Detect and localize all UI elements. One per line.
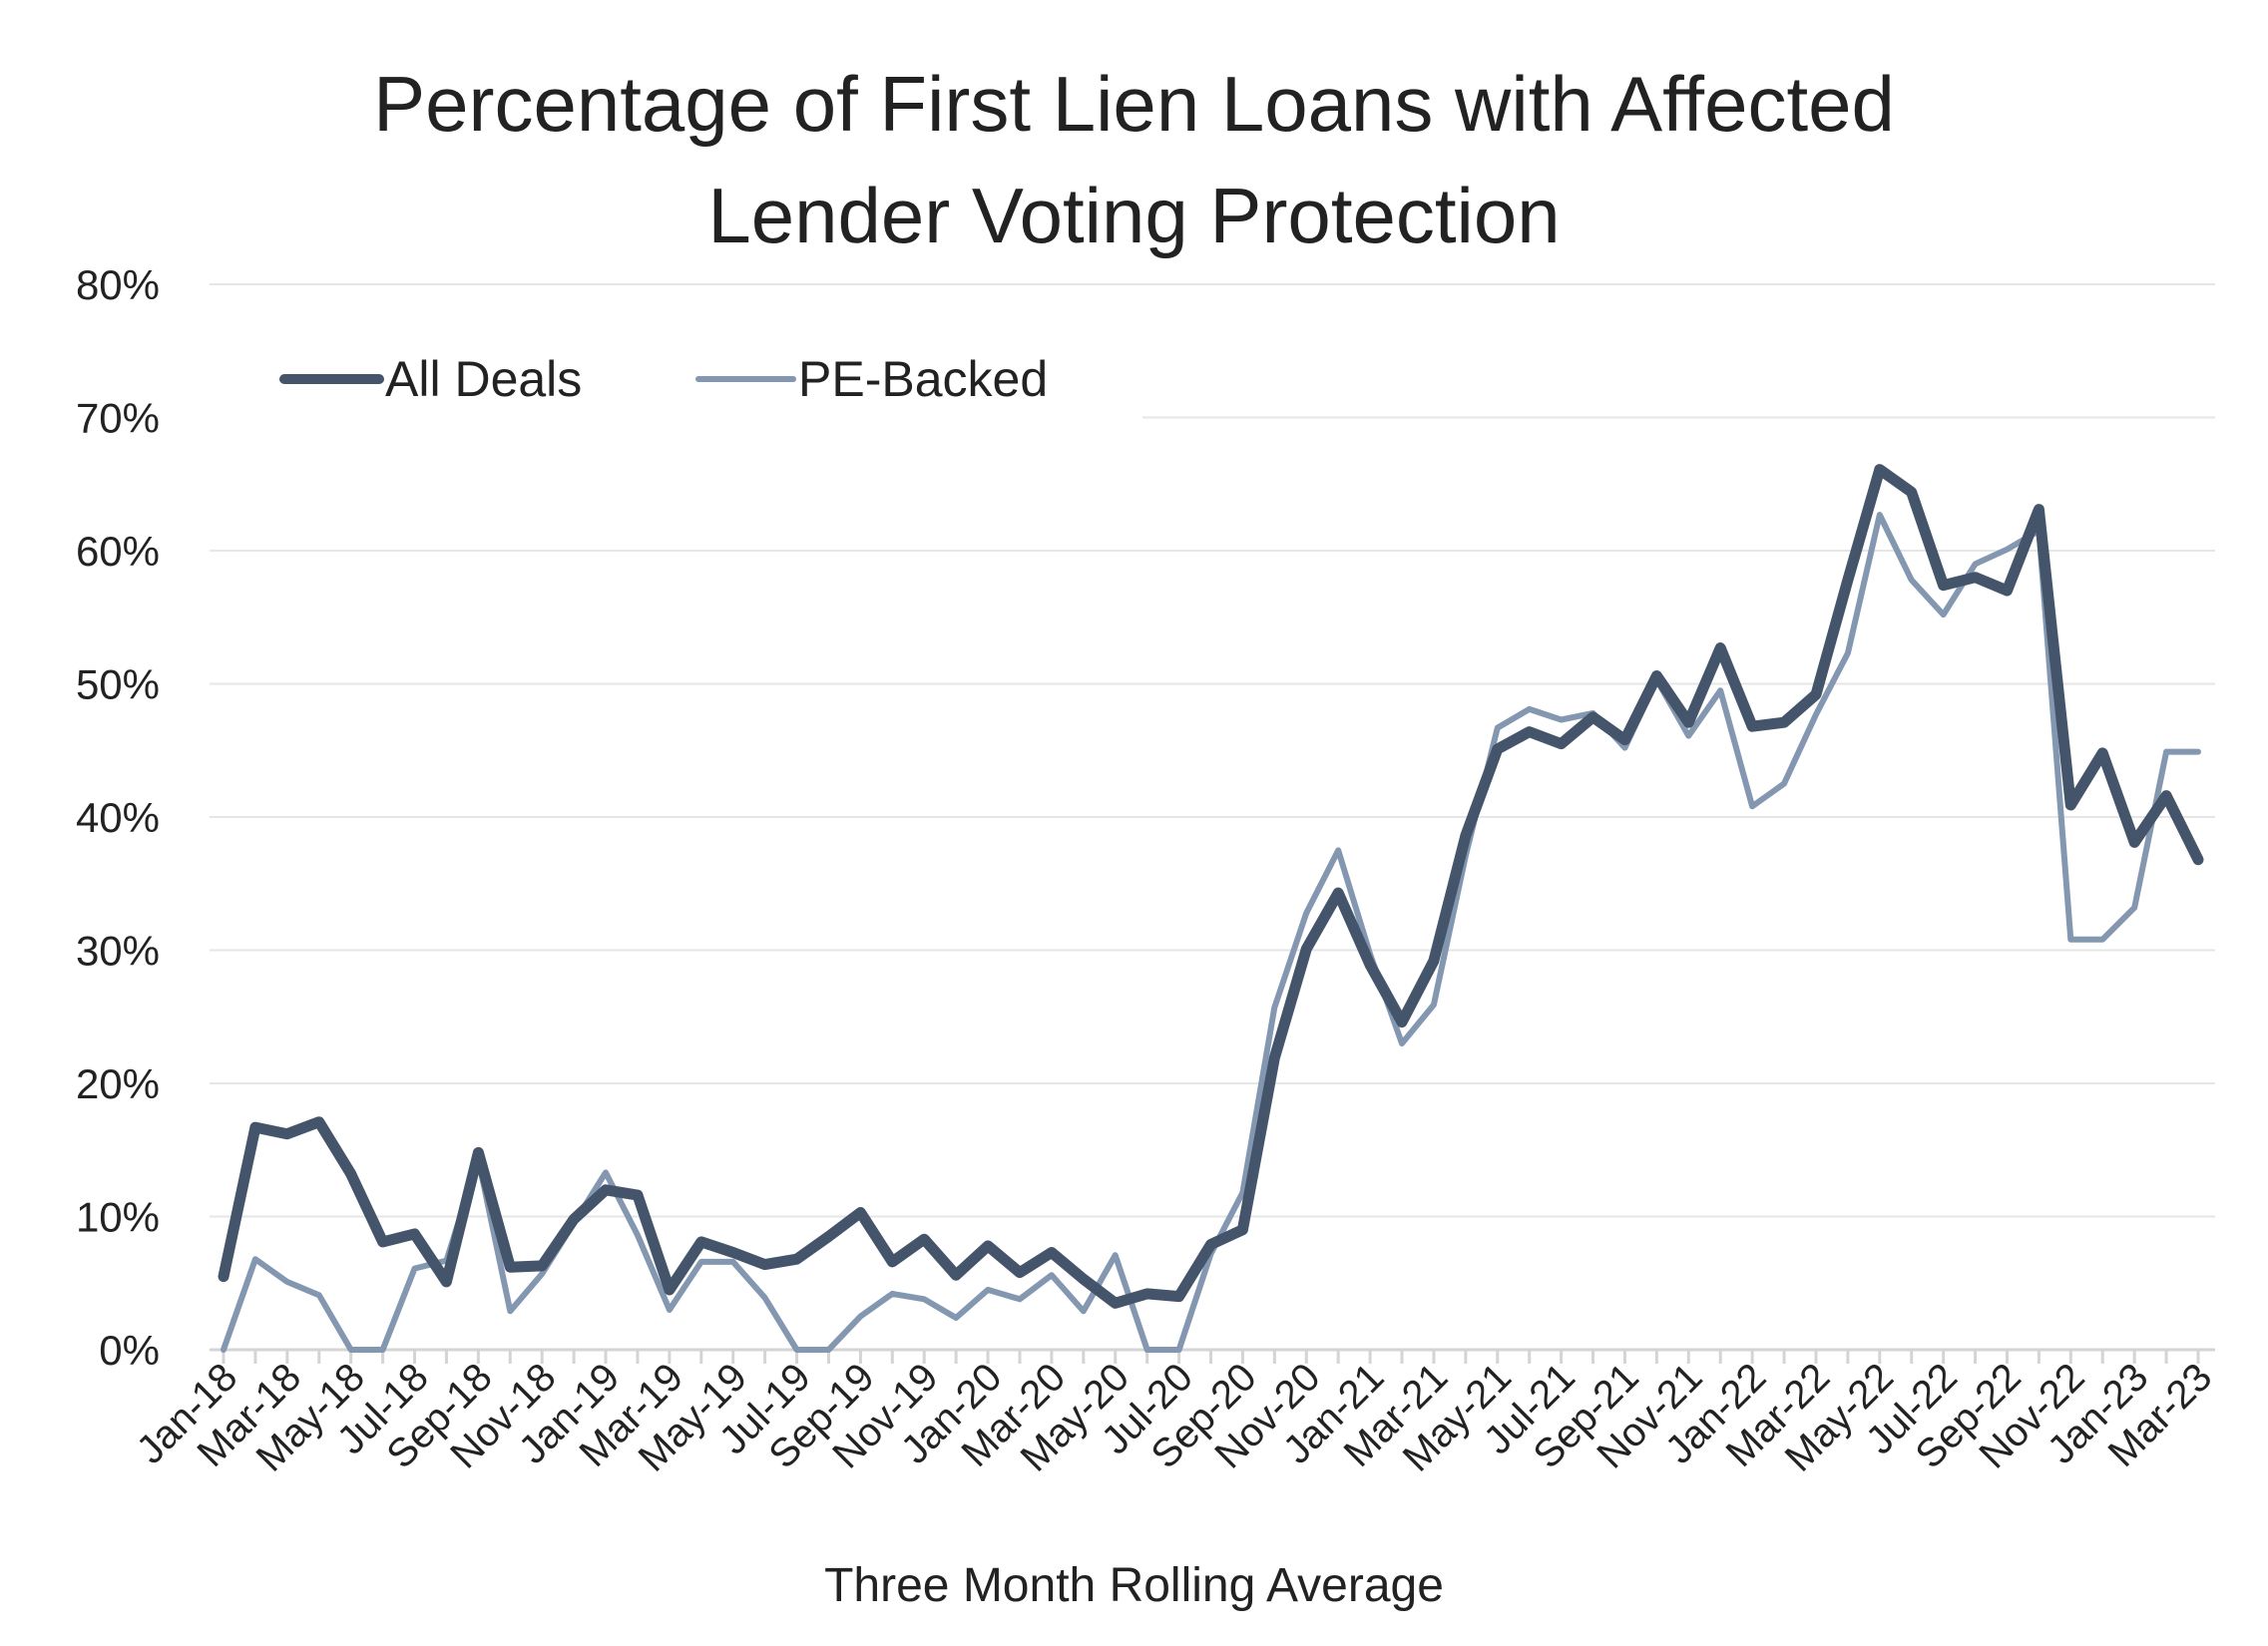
legend-label-all-deals: All Deals <box>385 351 582 407</box>
series-line-all-deals <box>218 464 2204 1309</box>
y-tick-label: 70% <box>76 395 160 442</box>
y-tick-label: 20% <box>76 1060 160 1107</box>
x-axis-tick-labels: Jan-18Mar-18May-18Jul-18Sep-18Nov-18Jan-… <box>129 1355 2221 1479</box>
y-tick-label: 30% <box>76 928 160 975</box>
y-tick-label: 10% <box>76 1194 160 1241</box>
chart-title-line-1: Percentage of First Lien Loans with Affe… <box>373 60 1895 148</box>
x-axis <box>210 1348 2215 1364</box>
y-tick-label: 80% <box>76 261 160 308</box>
y-tick-label: 0% <box>99 1327 160 1374</box>
y-tick-label: 40% <box>76 794 160 841</box>
y-axis-tick-labels: 0% 10% 20% 30% 40% 50% 60% 70% 80% <box>76 261 160 1374</box>
gridlines <box>210 283 2215 1218</box>
x-axis-title: Three Month Rolling Average <box>824 1559 1444 1612</box>
chart-title-line-2: Lender Voting Protection <box>707 172 1561 259</box>
chart-title: Percentage of First Lien Loans with Affe… <box>0 48 2268 271</box>
legend-label-pe-backed: PE-Backed <box>798 351 1048 407</box>
legend: All Deals PE-Backed <box>279 351 1048 407</box>
series-line-pe-backed <box>221 512 2201 1353</box>
series-lines <box>218 464 2204 1353</box>
y-tick-label: 50% <box>76 661 160 708</box>
y-tick-label: 60% <box>76 528 160 575</box>
